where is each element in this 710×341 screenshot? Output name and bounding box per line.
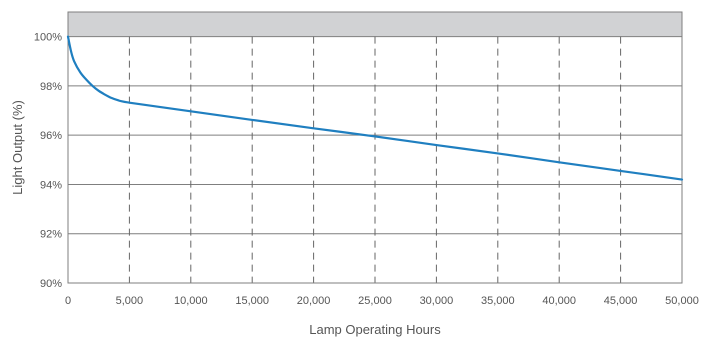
y-tick-label: 96%: [40, 130, 62, 142]
plot-frame: [67, 11, 683, 284]
x-tick-label: 10,000: [174, 295, 208, 307]
x-tick-label: 5,000: [116, 295, 144, 307]
series-layer: [66, 35, 684, 181]
x-tick-label: 20,000: [297, 295, 331, 307]
y-tick-labels: 90% 92% 94% 96% 98% 100%: [34, 32, 62, 290]
vertical-gridlines: [128, 36, 622, 283]
shaded-band: [68, 12, 682, 37]
series-line: [66, 35, 684, 181]
y-tick-label: 94%: [40, 179, 62, 191]
x-axis-title: Lamp Operating Hours: [309, 322, 441, 337]
x-tick-labels: 0 5,000 10,000 15,000 20,000 25,000 30,000 35,0…: [65, 295, 699, 307]
y-tick-label: 98%: [40, 81, 62, 93]
y-tick-label: 92%: [40, 229, 62, 241]
x-tick-label: 40,000: [542, 295, 576, 307]
x-tick-label: 35,000: [481, 295, 515, 307]
y-tick-label: 100%: [34, 32, 62, 44]
x-tick-label: 15,000: [235, 295, 269, 307]
x-tick-label: 0: [65, 295, 71, 307]
x-tick-label: 45,000: [604, 295, 638, 307]
y-axis-title: Light Output (%): [10, 100, 25, 195]
x-tick-label: 30,000: [420, 295, 454, 307]
x-tick-label: 25,000: [358, 295, 392, 307]
y-tick-label: 90%: [40, 278, 62, 290]
x-tick-label: 50,000: [665, 295, 699, 307]
